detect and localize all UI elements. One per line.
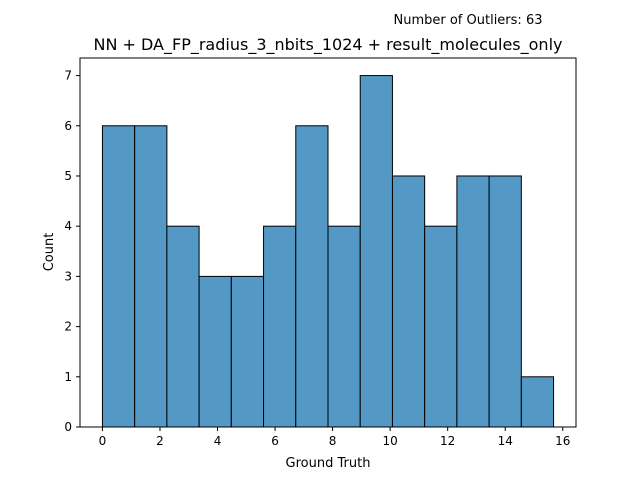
histogram-bar bbox=[295, 125, 329, 428]
histogram-bar bbox=[359, 75, 393, 428]
chart-title: NN + DA_FP_radius_3_nbits_1024 + result_… bbox=[94, 35, 563, 55]
x-tick-label: 0 bbox=[99, 434, 107, 448]
y-tick-label: 2 bbox=[64, 320, 72, 334]
plot-frame bbox=[79, 57, 577, 428]
y-tick-label: 0 bbox=[64, 420, 72, 434]
x-tick-label: 16 bbox=[555, 434, 570, 448]
histogram-bar bbox=[327, 225, 361, 428]
y-tick-label: 1 bbox=[64, 370, 72, 384]
histogram-bar bbox=[166, 225, 200, 428]
x-tick-label: 10 bbox=[383, 434, 398, 448]
histogram-bar bbox=[488, 175, 522, 428]
histogram-bar bbox=[391, 175, 426, 428]
y-tick-label: 7 bbox=[64, 69, 72, 83]
histogram-bar bbox=[134, 125, 168, 428]
histogram-bar bbox=[520, 376, 555, 428]
y-tick-label: 5 bbox=[64, 169, 72, 183]
x-tick-label: 4 bbox=[214, 434, 222, 448]
histogram-bar bbox=[263, 225, 297, 428]
histogram-bar bbox=[424, 225, 458, 428]
y-tick-label: 4 bbox=[64, 219, 72, 233]
bars-group bbox=[101, 75, 555, 428]
x-axis-label: Ground Truth bbox=[286, 456, 371, 471]
x-tick-label: 2 bbox=[156, 434, 164, 448]
x-tick-label: 6 bbox=[271, 434, 279, 448]
outliers-annotation: Number of Outliers: 63 bbox=[394, 13, 543, 28]
x-tick-label: 8 bbox=[329, 434, 337, 448]
x-tick-label: 12 bbox=[440, 434, 455, 448]
y-tick-label: 6 bbox=[64, 119, 72, 133]
histogram-bar bbox=[101, 125, 136, 428]
y-axis-label: Count bbox=[42, 233, 57, 272]
histogram-bar bbox=[456, 175, 490, 428]
x-tick-label: 14 bbox=[498, 434, 513, 448]
y-tick-label: 3 bbox=[64, 269, 72, 283]
histogram-bar bbox=[230, 275, 265, 428]
histogram-bar bbox=[198, 275, 232, 428]
